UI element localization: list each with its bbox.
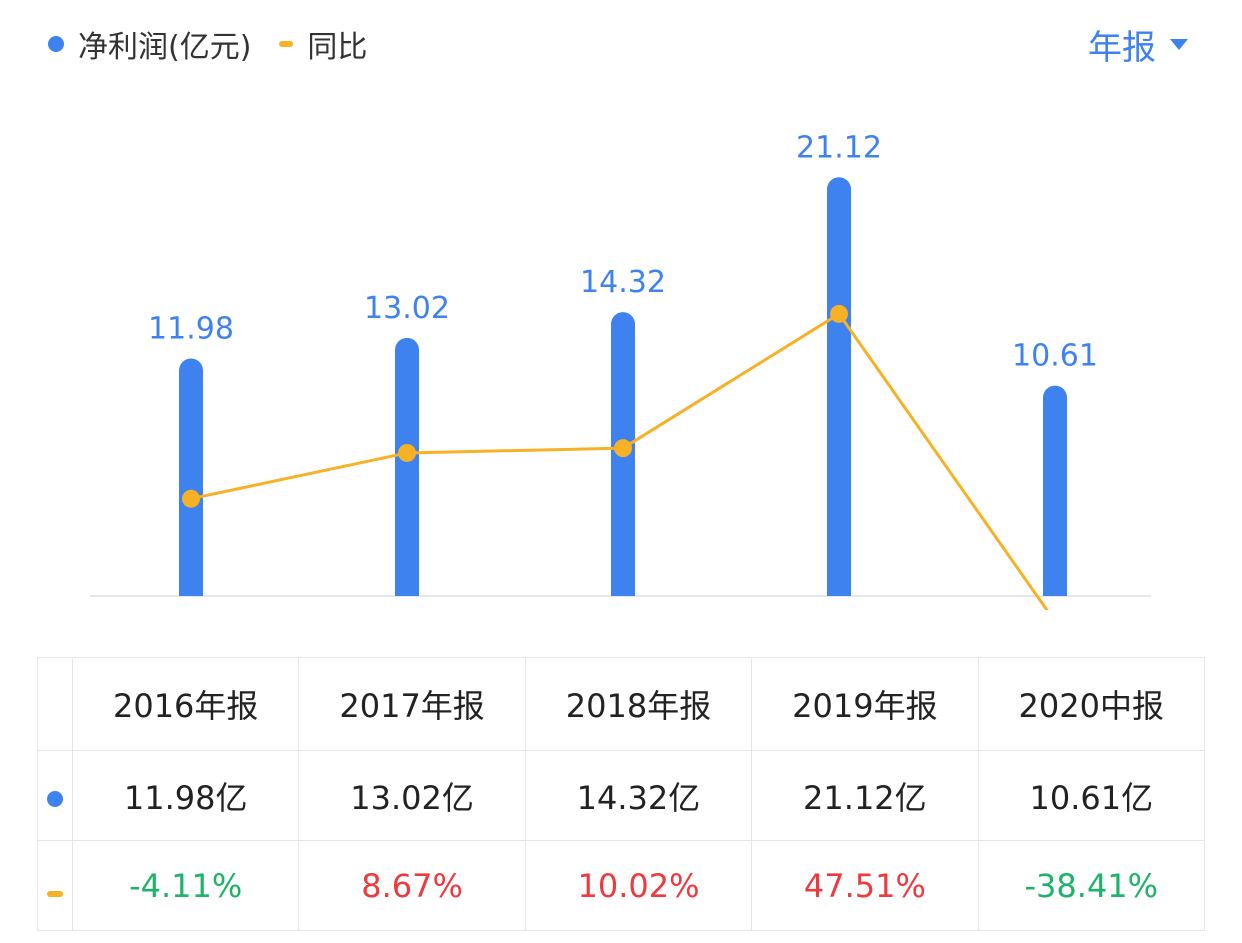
yoy-cell: -38.41% [977,840,1206,931]
bar-value-label: 13.02 [364,291,450,326]
table-row-yoy: -4.11% 8.67% 10.02% 47.51% -38.41% [37,840,1206,931]
net-profit-chart: 11.98 13.02 14.32 21.12 10.61 [90,130,1151,610]
legend-yoy-marker [279,41,294,47]
yoy-point [398,443,416,462]
yoy-row-marker [37,840,73,931]
legend-net-profit-marker [48,36,64,52]
table-corner-cell [37,657,73,751]
bar-value-label: 21.12 [796,130,882,165]
profit-cell: 11.98亿 [71,750,300,841]
yoy-point [830,304,848,323]
net-profit-bar [395,337,419,596]
table-header-cell: 2020中报 [977,657,1206,751]
table-header-cell: 2019年报 [751,657,979,751]
net-profit-row-marker [37,750,73,841]
profit-cell: 21.12亿 [751,750,979,841]
legend-yoy-label: 同比 [307,30,368,65]
period-selector-label: 年报 [1088,27,1156,68]
table-header-cell: 2018年报 [524,657,753,751]
bar-value-label: 14.32 [580,265,666,300]
profit-cell: 13.02亿 [298,750,526,841]
period-selector[interactable]: 年报 [1088,22,1188,68]
bar-value-label: 11.98 [148,311,234,346]
yoy-cell: 8.67% [298,840,526,931]
table-header-cell: 2016年报 [71,657,300,751]
data-table: 2016年报 2017年报 2018年报 2019年报 2020中报 11.98… [37,657,1206,931]
yoy-cell: 10.02% [524,840,753,931]
orange-dash-icon [47,890,63,897]
net-profit-bar [827,177,851,596]
table-header-row: 2016年报 2017年报 2018年报 2019年报 2020中报 [37,657,1206,751]
yoy-point [182,489,200,508]
profit-cell: 10.61亿 [977,750,1206,841]
table-header-cell: 2017年报 [298,657,526,751]
profit-cell: 14.32亿 [524,750,753,841]
yoy-point [614,439,632,458]
chart-legend: 净利润(亿元) 同比 [48,22,367,66]
bar-value-label: 10.61 [1012,339,1098,374]
net-profit-bar [1043,385,1067,596]
net-profit-bar [179,358,203,596]
blue-dot-icon [47,790,63,807]
yoy-cell: 47.51% [751,840,979,931]
yoy-cell: -4.11% [71,840,300,931]
table-row-net-profit: 11.98亿 13.02亿 14.32亿 21.12亿 10.61亿 [37,750,1206,841]
legend-net-profit-label: 净利润(亿元) [78,30,252,65]
caret-down-icon [1170,38,1188,50]
